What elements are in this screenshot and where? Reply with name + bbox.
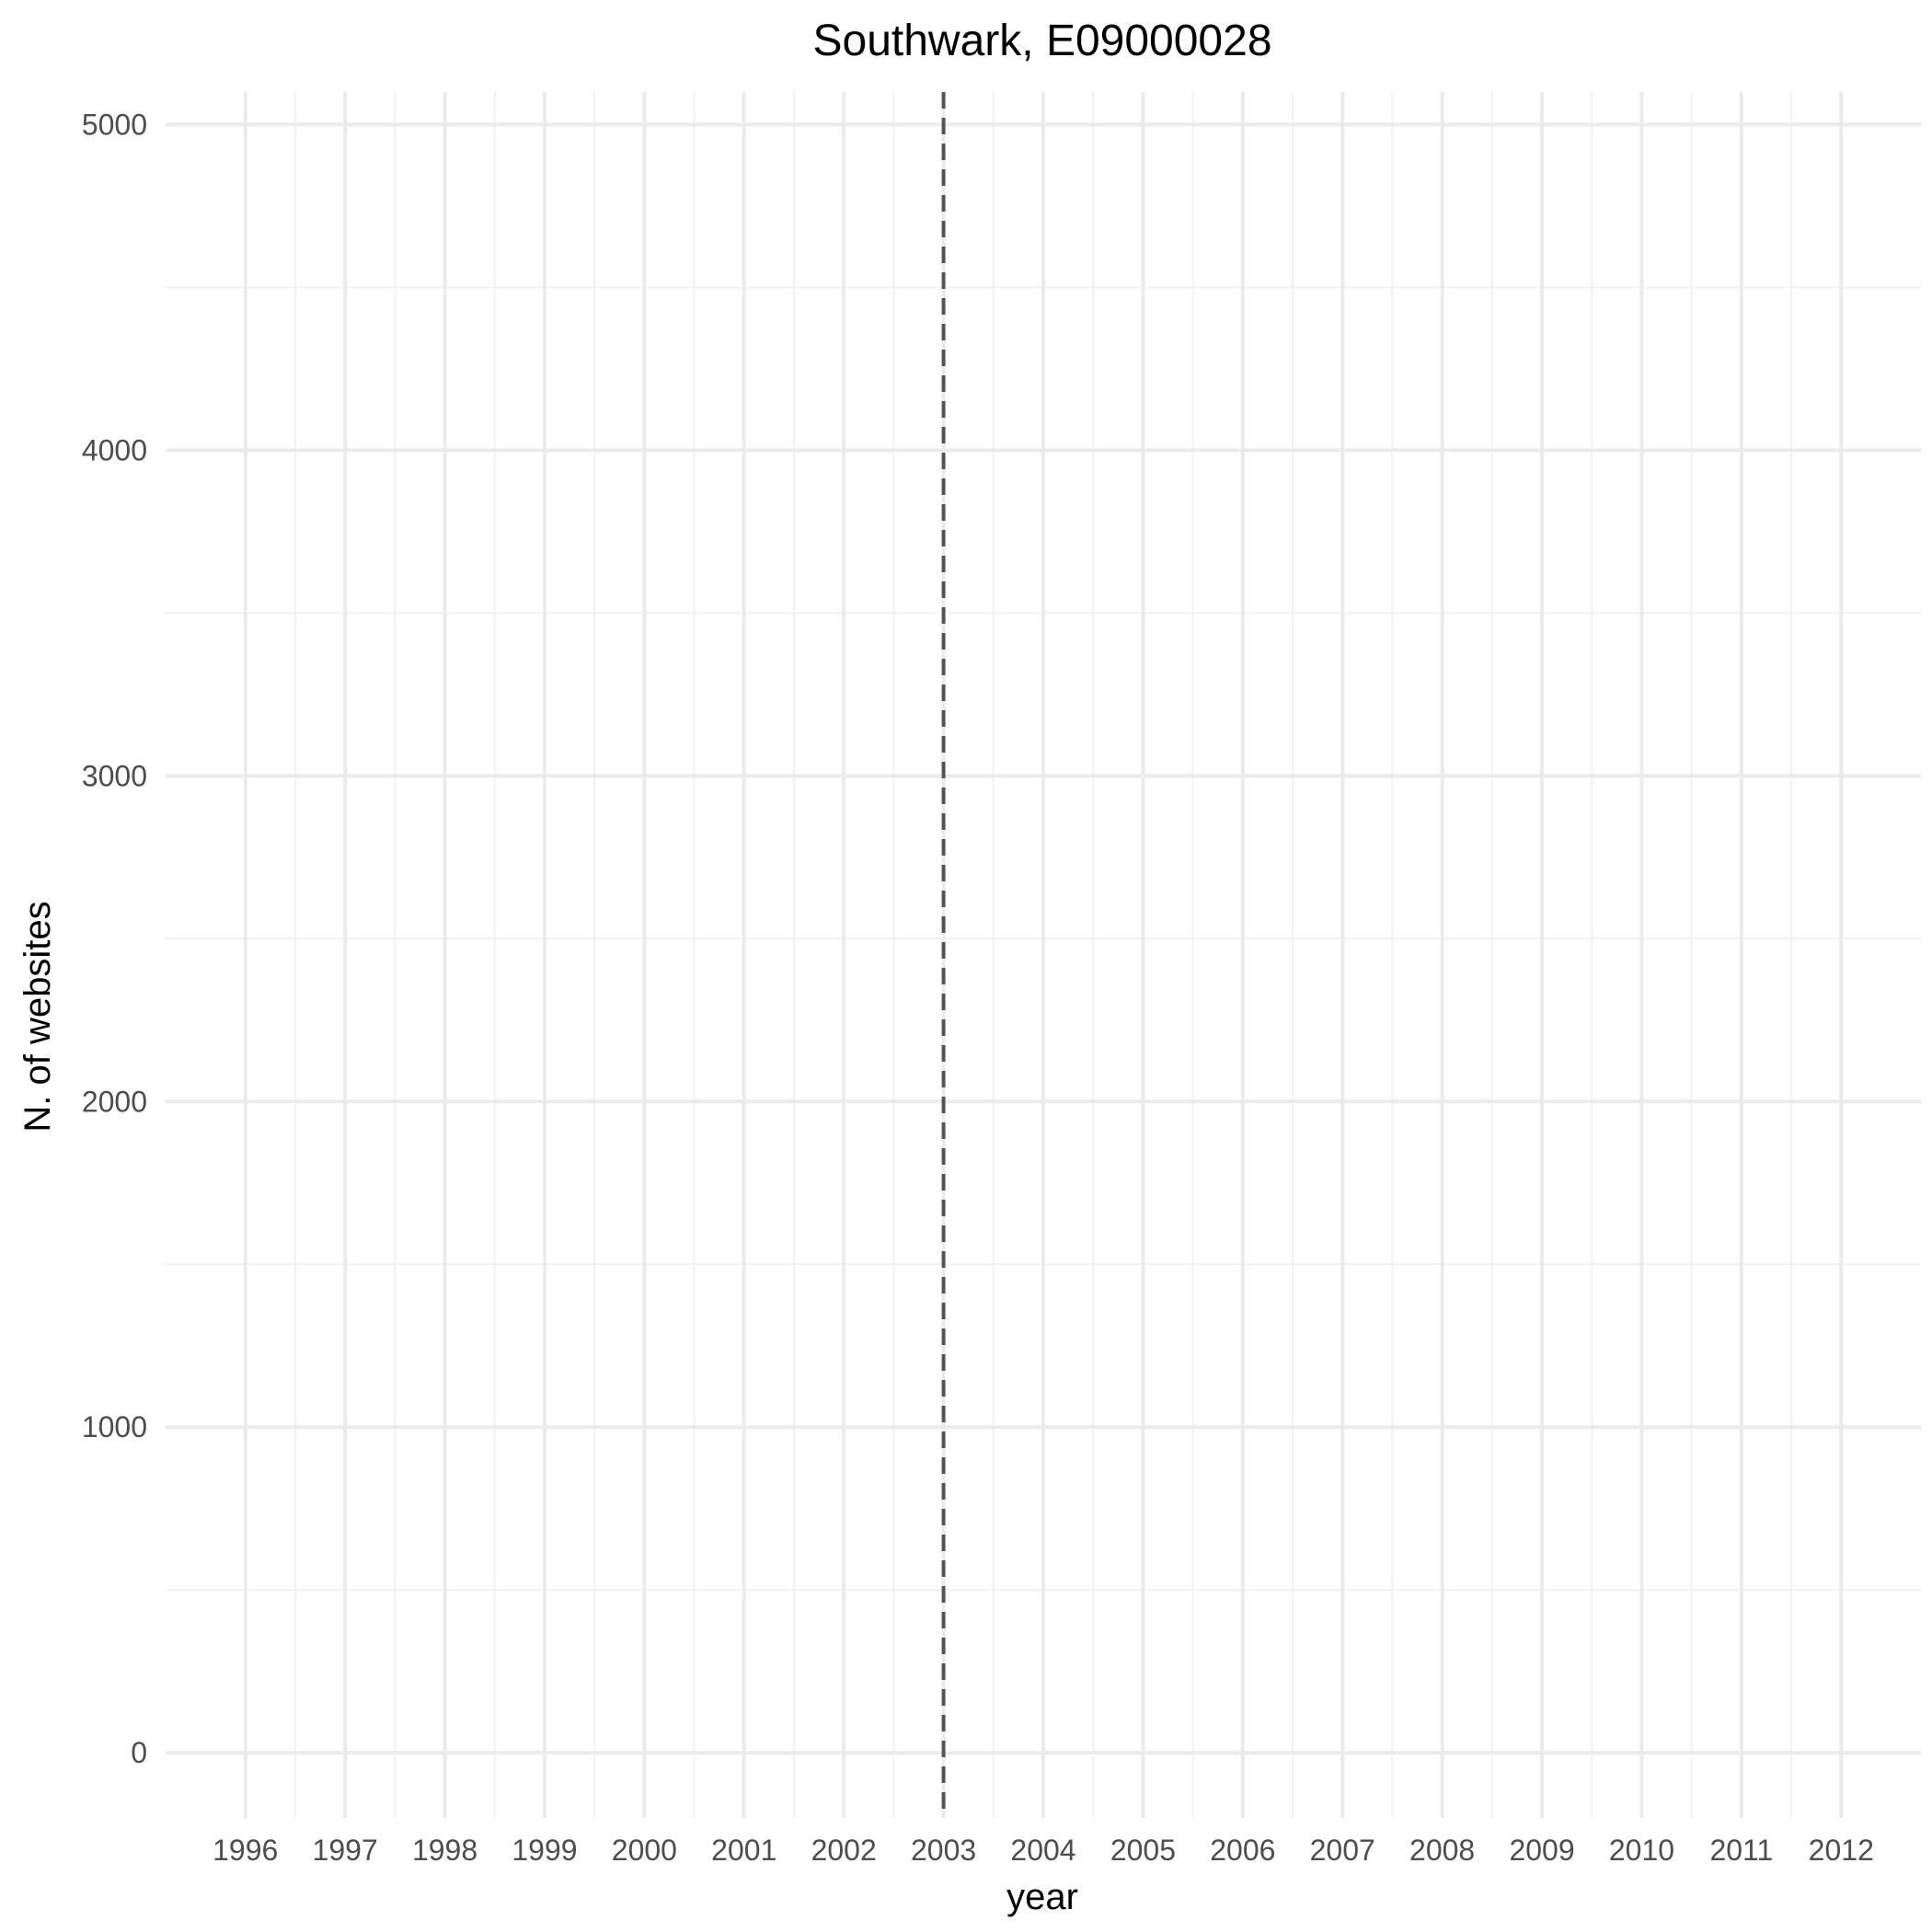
y-tick-label: 2000 xyxy=(82,1085,147,1118)
x-tick-label: 2012 xyxy=(1809,1834,1874,1867)
y-tick-label: 0 xyxy=(131,1736,147,1769)
x-tick-label: 1998 xyxy=(412,1834,477,1867)
chart-title: Southwark, E09000028 xyxy=(812,17,1271,65)
x-tick-label: 1996 xyxy=(213,1834,278,1867)
x-tick-label: 2001 xyxy=(711,1834,776,1867)
x-tick-label: 2006 xyxy=(1210,1834,1275,1867)
y-tick-labels: 0 1000 2000 3000 4000 5000 xyxy=(82,108,147,1769)
x-tick-label: 2005 xyxy=(1110,1834,1176,1867)
y-tick-label: 5000 xyxy=(82,108,147,141)
x-tick-label: 2010 xyxy=(1609,1834,1674,1867)
y-axis-title: N. of websites xyxy=(17,901,58,1132)
x-tick-label: 2002 xyxy=(811,1834,877,1867)
x-tick-label: 2003 xyxy=(911,1834,976,1867)
y-tick-label: 4000 xyxy=(82,433,147,466)
x-tick-label: 2009 xyxy=(1509,1834,1574,1867)
y-tick-label: 3000 xyxy=(82,759,147,792)
major-gridlines xyxy=(166,92,1921,1818)
x-tick-label: 2011 xyxy=(1709,1834,1773,1867)
x-tick-labels: 1996 1997 1998 1999 2000 2001 2002 2003 2004 2005… xyxy=(213,1834,1874,1867)
x-axis-title: year xyxy=(1006,1877,1078,1917)
x-tick-label: 2008 xyxy=(1409,1834,1475,1867)
x-tick-label: 2007 xyxy=(1310,1834,1375,1867)
x-tick-label: 2000 xyxy=(612,1834,677,1867)
x-tick-label: 1997 xyxy=(313,1834,378,1867)
x-tick-label: 1999 xyxy=(512,1834,577,1867)
x-tick-label: 2004 xyxy=(1010,1834,1075,1867)
y-tick-label: 1000 xyxy=(82,1410,147,1443)
